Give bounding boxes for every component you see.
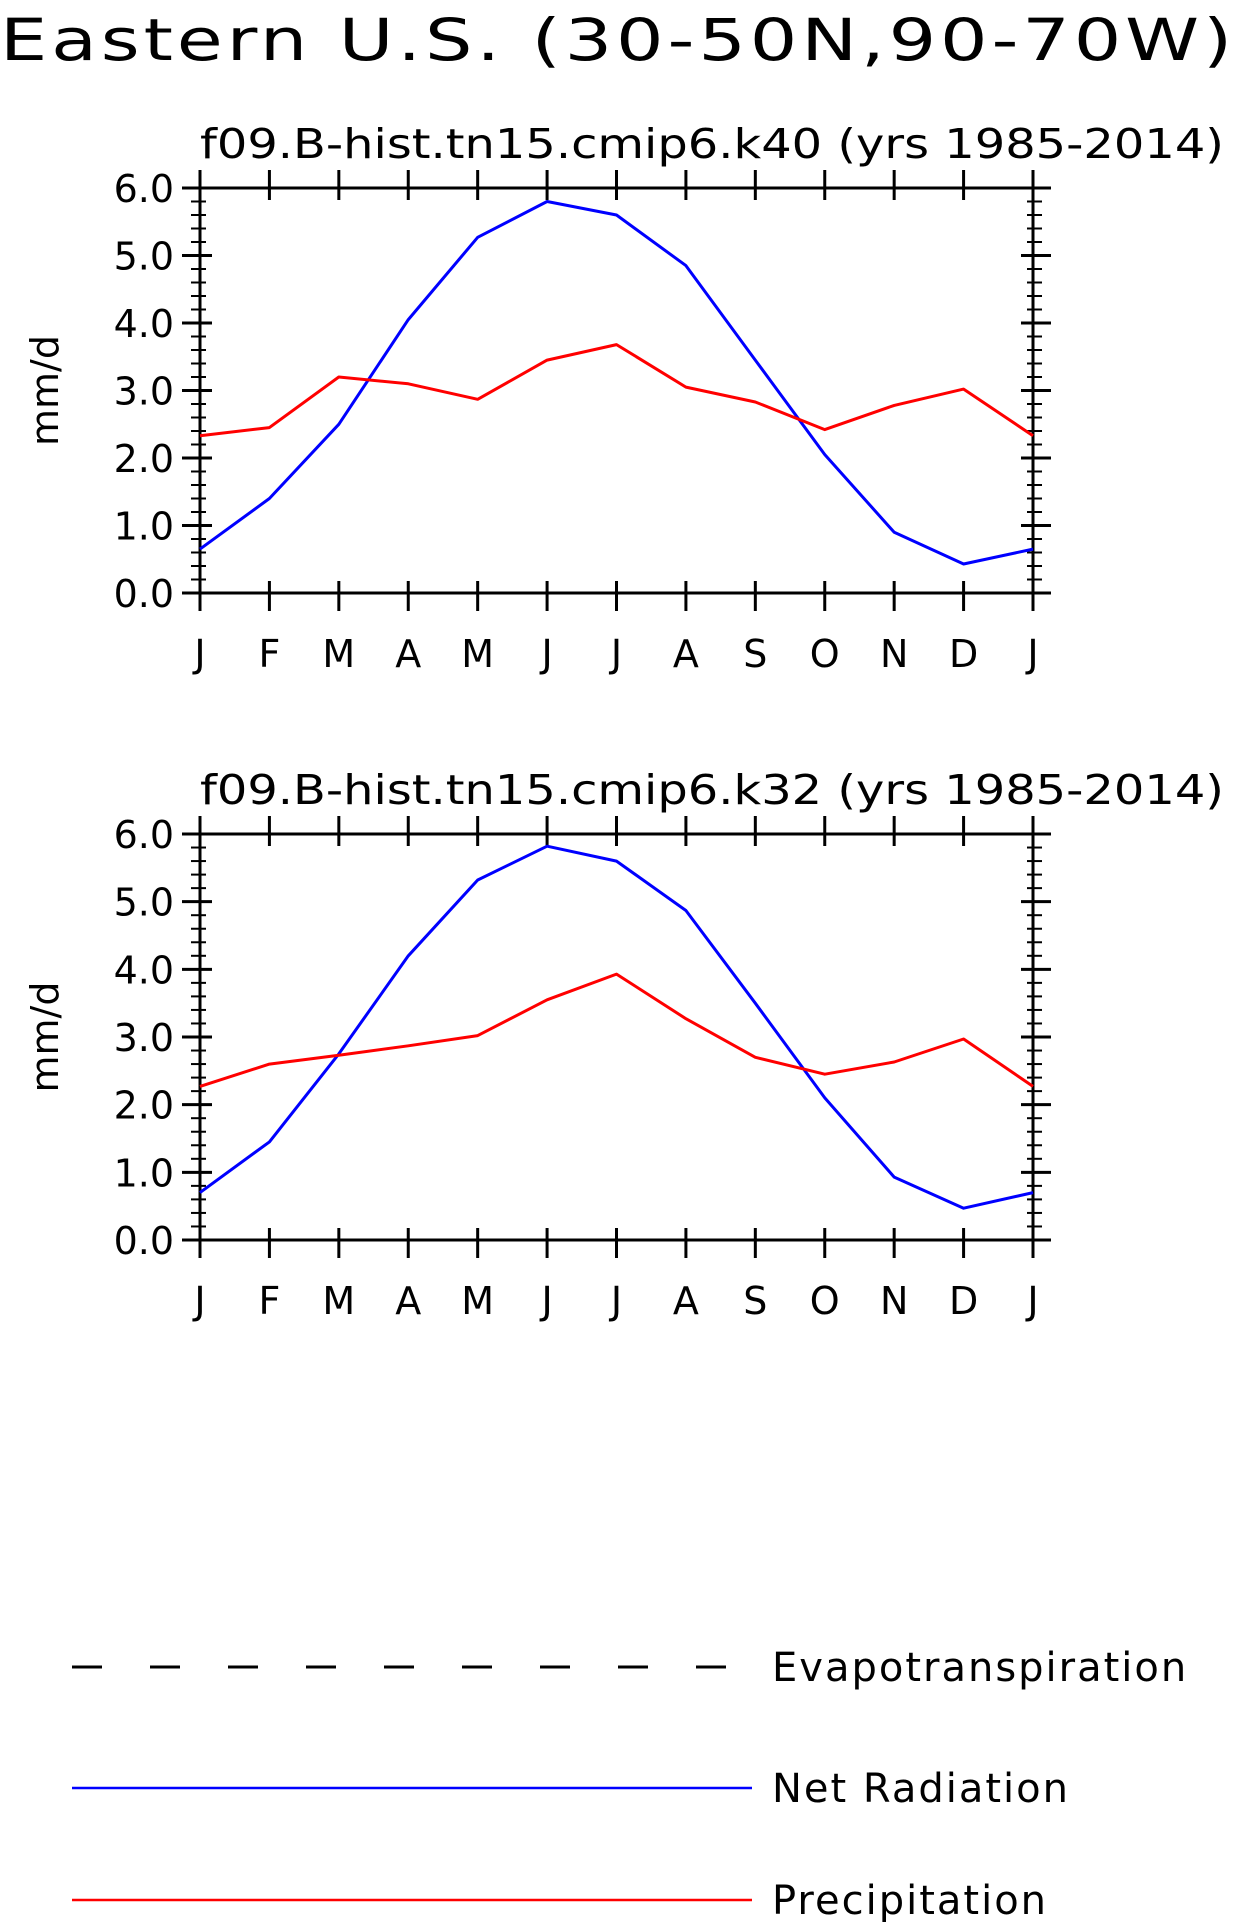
x-tick-label: J	[539, 632, 552, 676]
y-tick-label: 0.0	[114, 1219, 174, 1263]
y-tick-label: 4.0	[114, 948, 174, 992]
series-line-net-radiation	[199, 844, 1034, 1210]
x-tick-label: M	[461, 632, 494, 676]
x-tick-label: J	[1025, 1279, 1038, 1323]
plot-frame	[198, 832, 1035, 1242]
x-tick-label: O	[810, 632, 840, 676]
x-tick-label: J	[609, 1279, 622, 1323]
x-tick-label: J	[192, 632, 205, 676]
y-tick-label: 6.0	[114, 167, 174, 211]
y-tick-label: 2.0	[114, 1084, 174, 1128]
y-tick-label: 6.0	[114, 813, 174, 857]
y-tick-label: 0.0	[114, 572, 174, 616]
y-tick-label: 5.0	[114, 235, 174, 279]
x-tick-label: O	[810, 1279, 840, 1323]
y-tick-label: 4.0	[114, 302, 174, 346]
charts: f09.B-hist.tn15.cmip6.k40 (yrs 1985-2014…	[23, 120, 1224, 1323]
legend-label: Evapotranspiration	[772, 1645, 1188, 1691]
chart-title: f09.B-hist.tn15.cmip6.k32 (yrs 1985-2014…	[200, 766, 1224, 814]
y-tick-label: 2.0	[114, 437, 174, 481]
x-tick-label: N	[880, 632, 908, 676]
legend-label: Net Radiation	[772, 1766, 1070, 1812]
x-tick-label: A	[673, 1279, 699, 1323]
y-axis-label: mm/d	[23, 982, 67, 1093]
x-tick-label: S	[743, 1279, 767, 1323]
x-tick-label: A	[673, 632, 699, 676]
x-tick-label: J	[539, 1279, 552, 1323]
x-tick-label: J	[192, 1279, 205, 1323]
x-tick-label: F	[258, 632, 280, 676]
series-line-precipitation	[199, 972, 1034, 1088]
x-tick-label: J	[1025, 632, 1038, 676]
series-line-net-radiation	[199, 200, 1034, 566]
y-tick-label: 3.0	[114, 370, 174, 414]
x-tick-label: F	[258, 1279, 280, 1323]
x-tick-label: A	[395, 632, 421, 676]
x-tick-label: D	[949, 1279, 978, 1323]
chart-panel-2: f09.B-hist.tn15.cmip6.k32 (yrs 1985-2014…	[23, 766, 1224, 1323]
chart-title: f09.B-hist.tn15.cmip6.k40 (yrs 1985-2014…	[200, 120, 1224, 168]
x-tick-label: M	[322, 632, 355, 676]
y-tick-label: 1.0	[114, 505, 174, 549]
y-tick-label: 3.0	[114, 1016, 174, 1060]
x-tick-label: M	[322, 1279, 355, 1323]
y-tick-label: 5.0	[114, 881, 174, 925]
x-tick-label: J	[609, 632, 622, 676]
x-tick-label: N	[880, 1279, 908, 1323]
figure-title: Eastern U.S. (30-50N,90-70W)	[0, 6, 1236, 74]
x-tick-label: S	[743, 632, 767, 676]
series-line-precipitation	[199, 343, 1034, 438]
legend: Evapotranspiration Net Radiation Precipita…	[72, 1645, 1188, 1922]
x-tick-label: A	[395, 1279, 421, 1323]
x-tick-label: D	[949, 632, 978, 676]
chart-panel-1: f09.B-hist.tn15.cmip6.k40 (yrs 1985-2014…	[23, 120, 1224, 676]
y-tick-label: 1.0	[114, 1151, 174, 1195]
plot-frame	[198, 186, 1035, 595]
legend-label: Precipitation	[772, 1878, 1048, 1922]
x-tick-label: M	[461, 1279, 494, 1323]
y-axis-label: mm/d	[23, 335, 67, 446]
